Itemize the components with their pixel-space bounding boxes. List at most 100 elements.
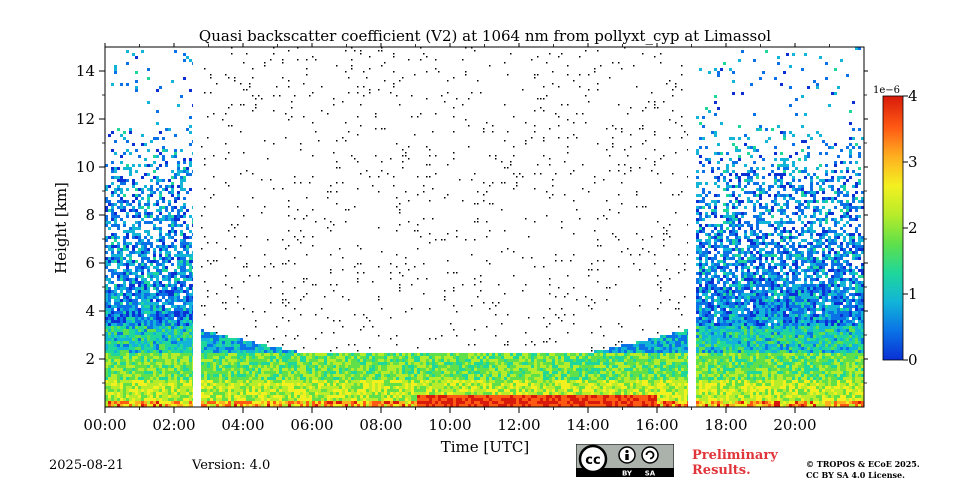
heatmap-cell [147,164,150,167]
heatmap-cell [429,242,431,244]
heatmap-cell [114,392,117,395]
heatmap-cell [483,356,486,359]
heatmap-cell [129,332,132,335]
heatmap-cell [357,353,360,356]
heatmap-cell [480,365,483,368]
heatmap-cell [477,398,480,401]
heatmap-cell [141,263,144,266]
heatmap-cell [123,323,126,326]
heatmap-cell [120,200,123,203]
heatmap-cell [534,356,537,359]
heatmap-cell [138,383,141,386]
heatmap-cell [408,365,411,368]
heatmap-cell [105,395,108,398]
heatmap-cell [117,380,120,383]
heatmap-cell [351,398,354,401]
heatmap-cell [171,215,174,218]
heatmap-cell [333,395,336,398]
heatmap-cell [465,119,467,121]
heatmap-cell [459,398,462,401]
heatmap-cell [468,395,471,398]
heatmap-cell [144,392,147,395]
heatmap-cell [114,329,117,332]
heatmap-cell [453,329,455,331]
heatmap-cell [135,356,138,359]
heatmap-cell [483,200,485,202]
heatmap-cell [162,239,165,242]
heatmap-cell [135,296,138,299]
heatmap-cell [513,356,516,359]
heatmap-cell [399,290,401,292]
heatmap-cell [246,350,249,353]
heatmap-cell [180,329,183,332]
heatmap-cell [264,266,266,268]
heatmap-cell [138,236,141,239]
heatmap-cell [267,341,269,343]
heatmap-cell [165,284,168,287]
heatmap-cell [162,350,165,353]
heatmap-cell [183,404,186,407]
heatmap-cell [156,368,159,371]
heatmap-cell [156,299,159,302]
heatmap-cell [177,272,180,275]
heatmap-cell [294,95,296,97]
heatmap-cell [135,221,138,224]
heatmap-cell [546,389,549,392]
heatmap-cell [426,164,428,166]
heatmap-cell [279,365,282,368]
heatmap-cell [117,389,120,392]
heatmap-cell [144,143,147,146]
heatmap-cell [114,188,117,191]
heatmap-cell [330,383,333,386]
heatmap-cell [381,383,384,386]
heatmap-cell [174,347,177,350]
heatmap-cell [234,374,237,377]
heatmap-cell [111,344,114,347]
heatmap-cell [219,392,222,395]
heatmap-cell [180,383,183,386]
heatmap-cell [189,242,192,245]
heatmap-cell [495,374,498,377]
heatmap-cell [543,353,546,356]
heatmap-cell [249,275,251,277]
heatmap-cell [111,335,114,338]
heatmap-cell [246,353,249,356]
heatmap-cell [177,161,180,164]
heatmap-cell [558,398,561,401]
heatmap-cell [222,350,225,353]
heatmap-cell [561,368,564,371]
heatmap-cell [144,185,147,188]
heatmap-cell [156,362,159,365]
heatmap-cell [132,263,135,266]
heatmap-cell [336,140,338,142]
heatmap-cell [444,290,446,292]
heatmap-cell [402,353,405,356]
heatmap-cell [381,65,383,67]
heatmap-cell [501,383,504,386]
heatmap-cell [144,266,147,269]
heatmap-cell [258,404,261,407]
heatmap-cell [237,302,239,304]
heatmap-cell [573,356,576,359]
heatmap-cell [126,164,129,167]
heatmap-cell [375,383,378,386]
heatmap-cell [318,356,321,359]
heatmap-cell [150,236,153,239]
heatmap-cell [288,359,291,362]
heatmap-cell [543,362,546,365]
heatmap-cell [174,176,177,179]
heatmap-cell [531,365,534,368]
heatmap-cell [150,404,153,407]
heatmap-cell [183,326,186,329]
heatmap-cell [417,278,419,280]
heatmap-cell [108,299,111,302]
heatmap-cell [465,380,468,383]
heatmap-cell [510,392,513,395]
heatmap-cell [468,356,471,359]
heatmap-cell [441,356,444,359]
heatmap-cell [465,371,468,374]
heatmap-cell [468,368,471,371]
heatmap-cell [543,395,546,398]
heatmap-cell [189,320,192,323]
heatmap-cell [498,386,501,389]
